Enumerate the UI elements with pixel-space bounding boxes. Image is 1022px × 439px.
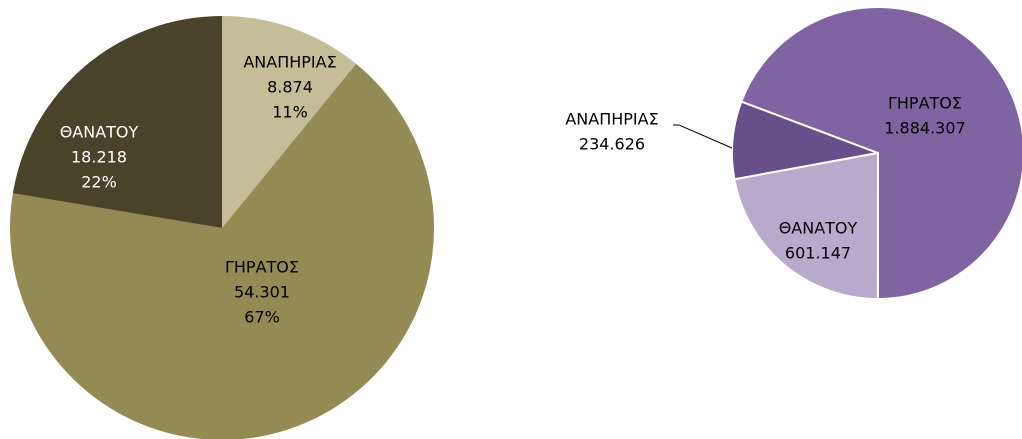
slice-label: ΓΗΡΑΤΟΣ [888,94,962,113]
percent-label: 22% [81,173,117,192]
slice-label: ΓΗΡΑΤΟΣ [225,258,299,277]
value-label: 1.884.307 [884,119,965,138]
value-label: 8.874 [267,78,313,97]
value-label: 54.301 [234,283,290,302]
percent-label: 67% [244,308,280,327]
leader-line [673,124,733,149]
pie-slice [12,16,223,228]
pie-slice [733,151,880,301]
slice-label: ΘΑΝΑΤΟΥ [779,219,858,238]
value-label: 601.147 [785,244,851,263]
percent-label: 11% [272,103,308,122]
value-label: 234.626 [579,135,645,154]
pie-slice [740,6,1022,301]
slice-label: ΘΑΝΑΤΟΥ [60,123,139,142]
slice-label: ΑΝΑΠΗΡΙΑΣ [243,53,336,72]
slice-label: ΑΝΑΠΗΡΙΑΣ [565,110,658,129]
value-label: 18.218 [71,148,127,167]
pie-slice [10,63,434,439]
pie-slice [222,16,357,228]
